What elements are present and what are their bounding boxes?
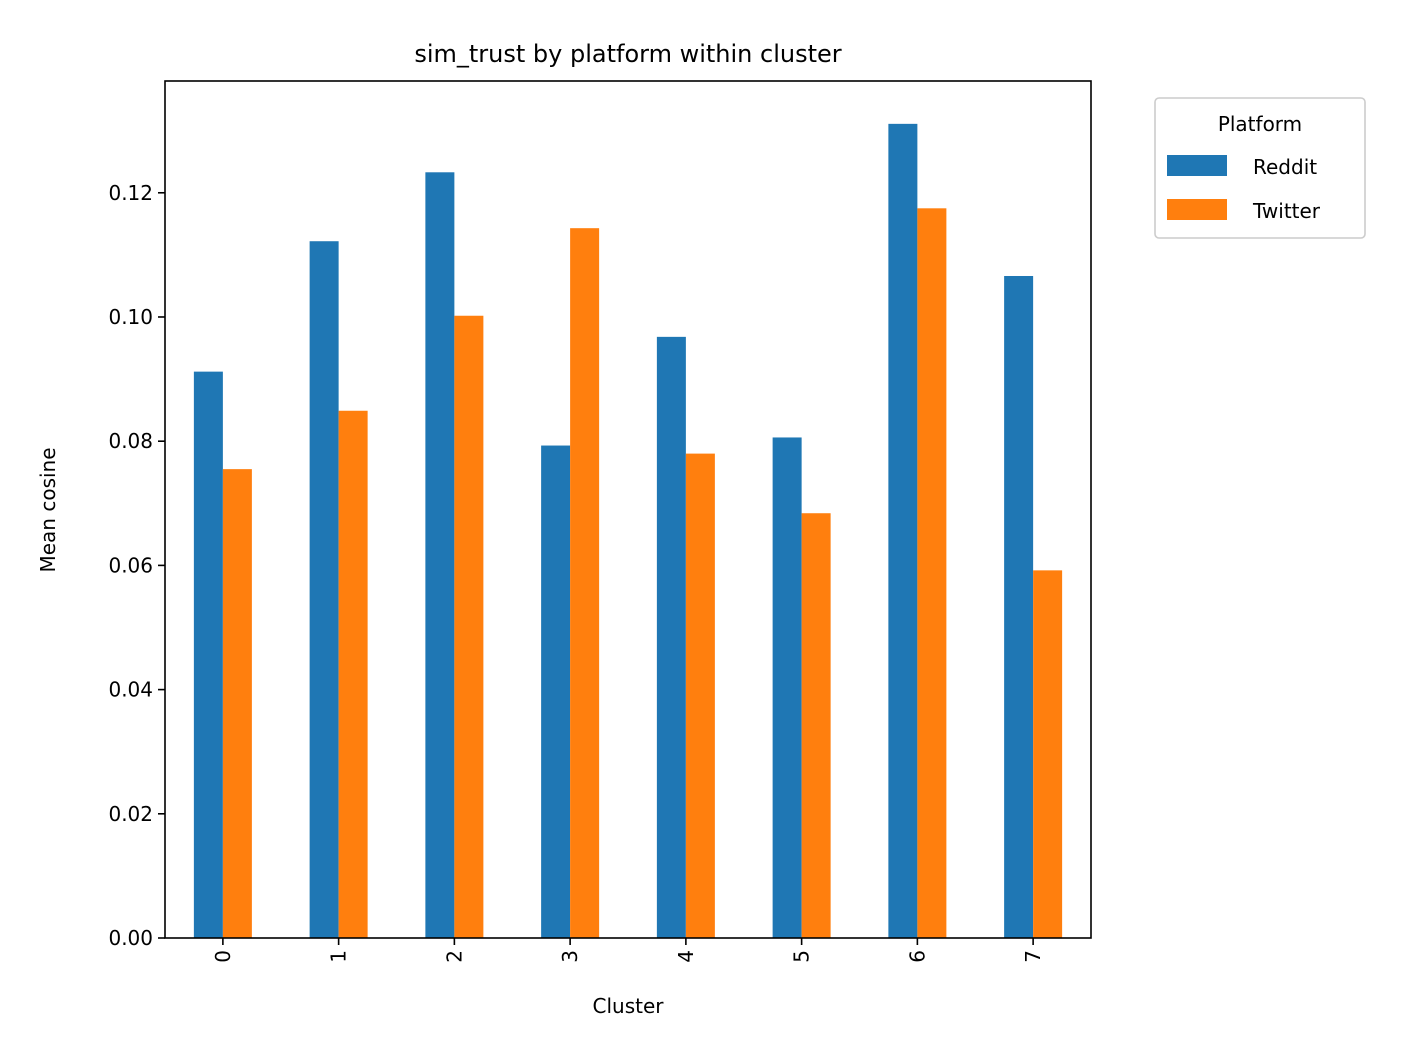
bar-twitter-cluster-1 [338,410,368,939]
x-tick-label: 0 [211,950,235,963]
bar-twitter-cluster-5 [801,513,831,938]
y-tick-label: 0.06 [108,553,153,577]
bar-reddit-cluster-4 [656,336,686,938]
legend-label-reddit: Reddit [1253,155,1317,179]
y-tick-label: 0.04 [108,678,153,702]
bar-reddit-cluster-5 [772,437,802,938]
legend: Platform Reddit Twitter [1154,97,1366,239]
plot-area-frame [164,80,1092,939]
legend-items: Reddit Twitter [1167,155,1321,223]
bar-reddit-cluster-1 [309,241,339,938]
legend-swatch-reddit [1167,155,1227,176]
y-tick-label: 0.10 [108,305,153,329]
x-tick-label: 4 [674,950,698,963]
bar-reddit-cluster-7 [1004,275,1034,939]
y-tick-label: 0.08 [108,429,153,453]
x-tick-label: 3 [558,950,582,963]
x-axis-label: Cluster [593,994,665,1018]
bar-twitter-cluster-4 [685,453,715,938]
x-tick-label: 7 [1021,950,1045,963]
bar-reddit-cluster-3 [541,445,571,938]
bar-reddit-cluster-2 [425,172,455,938]
bar-twitter-cluster-7 [1033,570,1063,938]
bar-twitter-cluster-3 [570,228,600,939]
bar-reddit-cluster-0 [193,371,223,939]
x-tick-label: 2 [442,950,466,963]
bar-twitter-cluster-2 [454,315,484,938]
x-tick-label: 1 [327,950,351,963]
y-tick-label: 0.12 [108,181,153,205]
legend-title: Platform [1218,112,1302,136]
y-axis-label: Mean cosine [36,447,60,572]
x-tick-label: 6 [905,950,929,963]
bars-group [193,123,1063,939]
bar-twitter-cluster-6 [917,208,947,938]
x-tick-label: 5 [790,950,814,963]
bar-reddit-cluster-6 [888,123,918,939]
legend-swatch-twitter [1167,199,1227,220]
x-axis-ticks: 0 1 2 3 4 5 6 7 [211,938,1045,963]
legend-label-twitter: Twitter [1252,199,1321,223]
y-tick-label: 0.00 [108,926,153,950]
bar-twitter-cluster-0 [222,469,252,938]
y-tick-label: 0.02 [108,802,153,826]
chart-title: sim_trust by platform within cluster [414,40,841,68]
y-axis-ticks: 0.00 0.02 0.04 0.06 0.08 0.10 0.12 [108,181,165,950]
